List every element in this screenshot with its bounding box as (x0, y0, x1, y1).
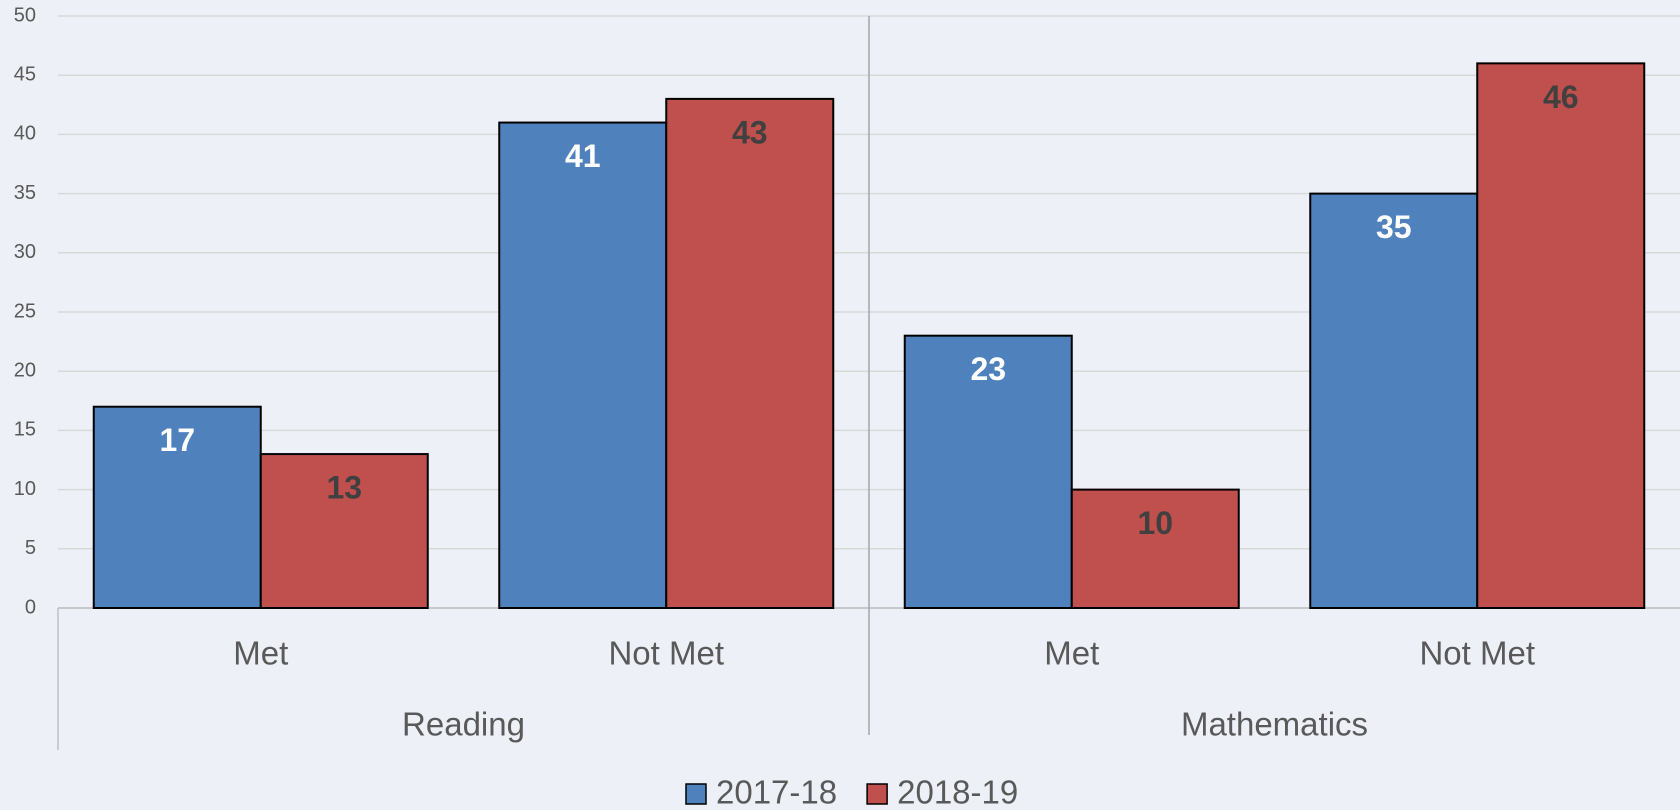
legend-label: 2017-18 (716, 774, 837, 810)
y-tick-label: 30 (14, 241, 36, 263)
bar (903, 334, 1073, 609)
legend-label: 2018-19 (897, 774, 1018, 810)
bar (665, 97, 835, 609)
value-label: 23 (970, 351, 1006, 387)
x-tick-label: Not Met (608, 635, 724, 672)
group-label: Reading (402, 706, 525, 743)
x-tick-label: Met (233, 635, 288, 672)
x-tick-label: Not Met (1419, 635, 1535, 672)
y-tick-label: 40 (14, 123, 36, 145)
bar (1070, 488, 1240, 610)
y-tick-label: 0 (25, 596, 36, 618)
x-tick-label: Met (1044, 635, 1099, 672)
bar (259, 453, 429, 609)
value-label: 13 (326, 470, 362, 506)
value-label: 35 (1376, 209, 1412, 245)
y-tick-label: 50 (14, 4, 36, 26)
y-tick-label: 35 (14, 182, 36, 204)
value-label: 46 (1543, 79, 1579, 115)
y-tick-label: 5 (25, 537, 36, 559)
value-label: 10 (1137, 505, 1173, 541)
legend-swatch (866, 783, 888, 805)
bar (1476, 62, 1646, 610)
y-tick-label: 10 (14, 478, 36, 500)
legend-swatch (685, 783, 707, 805)
y-tick-label: 20 (14, 359, 36, 381)
group-label: Mathematics (1181, 706, 1368, 743)
y-tick-label: 15 (14, 419, 36, 441)
y-tick-label: 45 (14, 63, 36, 85)
bar (1309, 192, 1479, 609)
y-tick-label: 25 (14, 300, 36, 322)
value-label: 41 (565, 138, 601, 174)
bar (498, 121, 668, 609)
value-label: 43 (732, 114, 768, 150)
value-label: 17 (159, 422, 195, 458)
